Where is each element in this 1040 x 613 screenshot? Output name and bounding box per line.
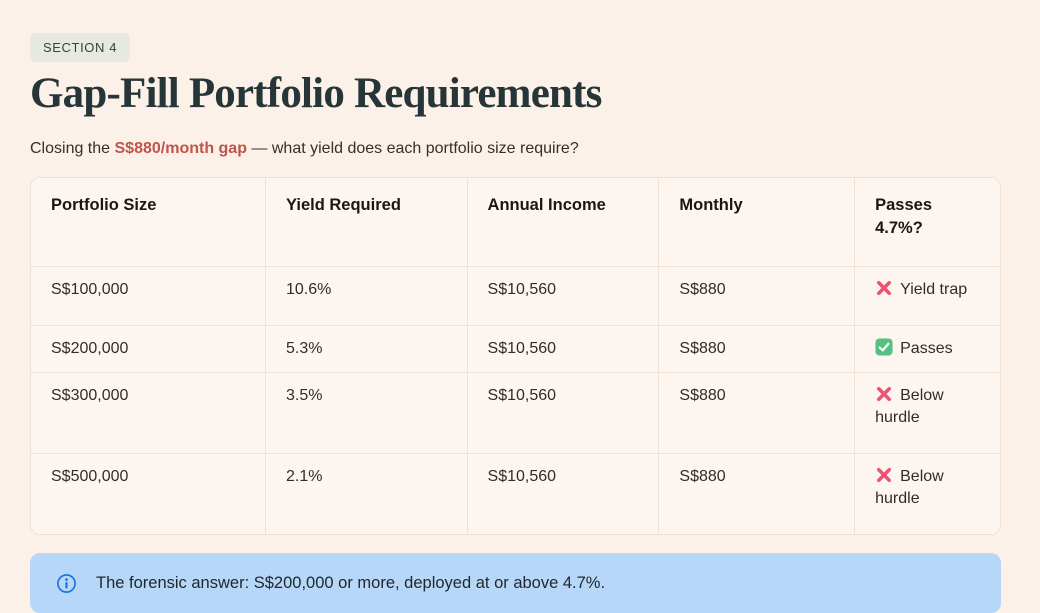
column-header: Monthly: [658, 178, 856, 268]
status-cell: Passes: [854, 325, 1000, 374]
info-icon: [57, 574, 76, 593]
section-badge: SECTION 4: [30, 33, 131, 62]
status-cell: Yield trap: [854, 266, 1000, 327]
subtitle-prefix: Closing the: [30, 140, 115, 158]
portfolio-size-cell: S$100,000: [31, 266, 266, 327]
monthly-cell: S$880: [658, 453, 856, 535]
monthly-cell: S$880: [658, 325, 856, 374]
forensic-answer-callout: The forensic answer: S$200,000 or more, …: [30, 553, 1001, 613]
table-body: S$100,000 10.6% S$10,560 S$880 Yield trap S$2…: [31, 266, 1000, 535]
table-row: S$200,000 5.3% S$10,560 S$880 Passes: [31, 325, 1000, 374]
column-header: Annual Income: [467, 178, 660, 268]
annual-income-cell: S$10,560: [467, 266, 660, 327]
annual-income-cell: S$10,560: [467, 325, 660, 374]
annual-income-cell: S$10,560: [467, 372, 660, 455]
yield-required-cell: 10.6%: [265, 266, 468, 327]
column-header: Yield Required: [265, 178, 468, 268]
portfolio-size-cell: S$300,000: [31, 372, 266, 455]
status-cell: Below hurdle: [855, 454, 1000, 535]
gap-amount-highlight: S$880/month gap: [114, 140, 247, 158]
callout-text: The forensic answer: S$200,000 or more, …: [96, 573, 606, 592]
subtitle-suffix: — what yield does each portfolio size re…: [246, 140, 579, 158]
status-label: Below hurdle: [875, 468, 944, 508]
monthly-cell: S$880: [658, 266, 856, 327]
status-label: Passes: [900, 340, 953, 358]
column-header: Portfolio Size: [31, 178, 266, 268]
portfolio-size-cell: S$200,000: [31, 325, 266, 374]
table-row: S$100,000 10.6% S$10,560 S$880 Yield trap: [31, 266, 1000, 327]
cross-icon: [877, 387, 892, 402]
status-label: Below hurdle: [875, 387, 944, 427]
table-header-row: Portfolio Size Yield Required Annual Incom…: [31, 178, 1000, 268]
yield-required-cell: 2.1%: [265, 453, 468, 535]
cross-icon: [877, 468, 892, 483]
yield-required-cell: 5.3%: [265, 325, 468, 374]
monthly-cell: S$880: [658, 372, 856, 455]
subtitle: Closing the S$880/month gap — what yield…: [30, 139, 1001, 159]
annual-income-cell: S$10,560: [467, 453, 660, 535]
yield-required-cell: 3.5%: [265, 372, 468, 455]
portfolio-size-cell: S$500,000: [31, 453, 266, 535]
cross-icon: [877, 281, 892, 296]
column-header: Passes 4.7%?: [854, 178, 1000, 268]
page-title: Gap-Fill Portfolio Requirements: [30, 70, 602, 117]
check-icon: [875, 338, 893, 356]
requirements-table: Portfolio Size Yield Required Annual Incom…: [30, 177, 1001, 536]
status-label: Yield trap: [900, 281, 968, 299]
table-row: S$500,000 2.1% S$10,560 S$880 Below hurdle: [31, 453, 1000, 535]
status-cell: Below hurdle: [854, 372, 1000, 455]
table-row: S$300,000 3.5% S$10,560 S$880 Below hurdle: [31, 372, 1000, 455]
